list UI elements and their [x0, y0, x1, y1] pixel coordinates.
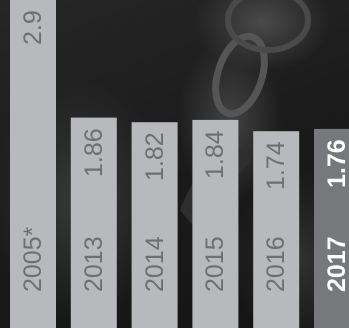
bar-2016: [253, 131, 300, 328]
bar-2014: [131, 122, 178, 328]
bar-2013: [70, 117, 117, 328]
value-label: 1.84: [201, 130, 230, 179]
bar-2005: [10, 0, 56, 328]
value-label: 1.82: [140, 132, 169, 182]
category-label: 2013: [79, 236, 108, 292]
bar-2017: [314, 128, 349, 328]
category-label: 2005*: [19, 226, 47, 292]
value-label: 1.76: [323, 139, 349, 188]
bar-2015: [192, 119, 239, 328]
category-label: 2016: [262, 236, 291, 292]
value-label: 1.86: [79, 127, 108, 177]
category-label: 2014: [140, 236, 169, 292]
value-label: 2.9: [19, 10, 47, 45]
value-label: 1.74: [262, 141, 291, 191]
bars: [10, 0, 349, 328]
category-label: 2015: [201, 236, 230, 292]
category-label: 2017: [323, 236, 349, 292]
